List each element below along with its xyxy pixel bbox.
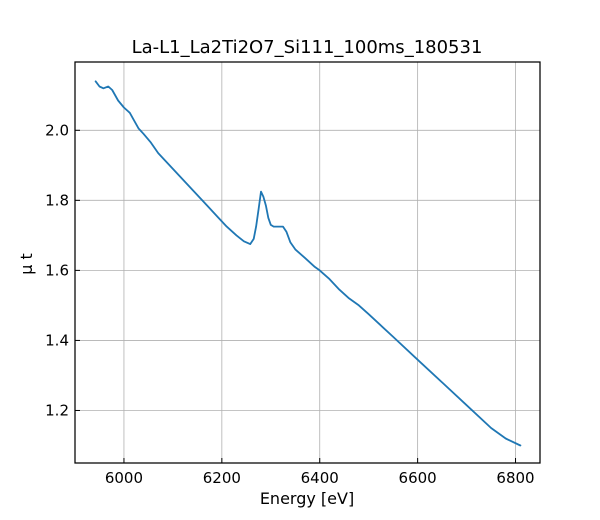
x-tick-label: 6400 xyxy=(301,469,339,487)
x-tick-label: 6200 xyxy=(203,469,241,487)
x-axis-label: Energy [eV] xyxy=(260,489,354,508)
series-line xyxy=(94,80,522,447)
y-tick-label: 2.0 xyxy=(45,121,69,139)
x-tick-label: 6600 xyxy=(399,469,437,487)
tick-marks xyxy=(75,129,517,463)
tick-labels: 6000 6200 6400 6600 6800 1.2 1.4 1.6 1.8 2.0 xyxy=(45,121,534,487)
y-tick-label: 1.6 xyxy=(45,261,69,279)
axes-frame xyxy=(74,61,541,464)
y-tick-label: 1.2 xyxy=(45,401,69,419)
x-tick-label: 6800 xyxy=(496,469,534,487)
chart-title: La-L1_La2Ti2O7_Si111_100ms_180531 xyxy=(132,37,483,58)
y-tick-label: 1.4 xyxy=(45,331,69,349)
x-tick-label: 6000 xyxy=(105,469,143,487)
y-axis-label: μ t xyxy=(17,253,36,275)
grid-lines xyxy=(75,62,540,463)
plot-area xyxy=(94,80,522,447)
y-tick-label: 1.8 xyxy=(45,191,69,209)
